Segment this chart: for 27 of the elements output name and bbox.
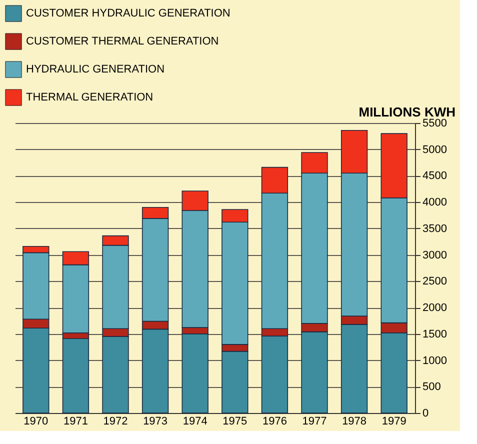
x-tick-label: 1975 — [222, 416, 248, 428]
legend-label: THERMAL GENERATION — [26, 92, 154, 104]
y-tick-label: 1500 — [422, 328, 447, 340]
x-tick-label: 1974 — [182, 416, 208, 428]
y-tick-label: 4000 — [422, 196, 447, 209]
y-tick-label: 2500 — [422, 276, 447, 288]
y-tick-label: 500 — [422, 381, 441, 394]
y-tick-label: 3000 — [422, 249, 447, 262]
y-tick-label: 4500 — [422, 170, 447, 182]
y-axis-title: MILLIONS KWH — [358, 104, 456, 120]
legend-label: CUSTOMER HYDRAULIC GENERATION — [26, 8, 230, 20]
x-tick-label: 1976 — [262, 416, 287, 428]
y-tick-label: 5000 — [422, 144, 447, 156]
legend-label: HYDRAULIC GENERATION — [26, 64, 165, 76]
x-tick-label: 1970 — [24, 416, 48, 428]
y-tick-label: 1000 — [422, 354, 447, 367]
x-tick-label: 1979 — [382, 416, 406, 428]
x-tick-label: 1972 — [103, 416, 128, 428]
y-tick-label: 2000 — [422, 302, 447, 314]
legend-label: CUSTOMER THERMAL GENERATION — [26, 36, 219, 48]
x-tick-label: 1973 — [143, 416, 168, 428]
y-tick-label: 5500 — [422, 118, 447, 130]
x-tick-label: 1978 — [342, 416, 367, 428]
y-tick-label: 0 — [422, 408, 429, 420]
y-tick-label: 3500 — [422, 222, 447, 235]
x-tick-label: 1977 — [302, 416, 327, 428]
x-tick-label: 1971 — [63, 416, 88, 428]
